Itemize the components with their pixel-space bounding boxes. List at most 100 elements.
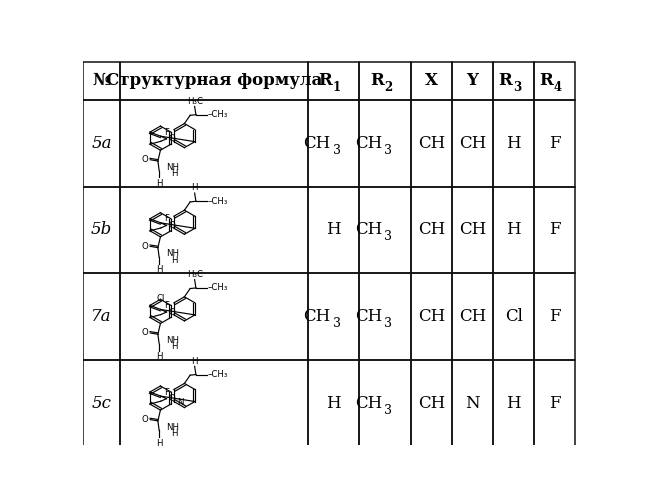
Text: –CH₃: –CH₃ <box>207 370 228 379</box>
Bar <box>535 274 576 360</box>
Bar <box>308 186 359 274</box>
Text: 5a: 5a <box>91 135 112 152</box>
Bar <box>120 274 308 360</box>
Text: F: F <box>164 301 169 310</box>
Text: F: F <box>549 222 560 238</box>
Text: CH: CH <box>459 308 486 325</box>
Bar <box>359 274 411 360</box>
Text: CH: CH <box>418 222 445 238</box>
Bar <box>535 62 576 100</box>
Text: 5b: 5b <box>91 222 112 238</box>
Bar <box>308 360 359 446</box>
Text: 3: 3 <box>333 317 341 330</box>
Text: 3: 3 <box>384 317 392 330</box>
Bar <box>359 62 411 100</box>
Text: F: F <box>164 388 169 396</box>
Text: H: H <box>156 352 163 361</box>
Text: H: H <box>191 184 198 192</box>
Text: H: H <box>326 222 341 238</box>
Text: Структурная формула: Структурная формула <box>106 72 322 90</box>
Text: CH: CH <box>355 308 382 325</box>
Bar <box>120 186 308 274</box>
Text: Cl: Cl <box>157 294 165 302</box>
Text: CH: CH <box>355 394 382 411</box>
Text: 3: 3 <box>384 144 392 157</box>
Text: 3: 3 <box>384 230 392 243</box>
Text: CH: CH <box>418 394 445 411</box>
Bar <box>535 100 576 186</box>
Text: H: H <box>156 438 163 448</box>
Text: H: H <box>171 256 178 264</box>
Text: O: O <box>169 308 175 316</box>
Text: NH: NH <box>166 163 179 172</box>
Text: H: H <box>191 356 198 366</box>
Text: R: R <box>318 72 332 90</box>
Text: O: O <box>169 394 175 403</box>
Text: CH: CH <box>418 135 445 152</box>
Text: H: H <box>171 169 178 178</box>
Text: O: O <box>142 328 149 338</box>
Text: 5c: 5c <box>92 394 112 411</box>
Text: H: H <box>156 266 163 274</box>
Bar <box>120 100 308 186</box>
Text: №: № <box>92 72 111 90</box>
Text: 3: 3 <box>513 81 521 94</box>
Bar <box>411 360 452 446</box>
Text: 3: 3 <box>384 404 392 416</box>
Text: H: H <box>156 179 163 188</box>
Bar <box>535 186 576 274</box>
Text: X: X <box>425 72 438 90</box>
Text: H₃C: H₃C <box>187 97 203 106</box>
Bar <box>452 62 493 100</box>
Text: R: R <box>370 72 384 90</box>
Bar <box>83 186 120 274</box>
Text: O: O <box>142 242 149 251</box>
Text: H: H <box>171 342 178 351</box>
Bar <box>83 62 120 100</box>
Text: CH: CH <box>459 135 486 152</box>
Text: O: O <box>142 155 149 164</box>
Text: CH: CH <box>355 135 382 152</box>
Text: F: F <box>549 308 560 325</box>
Bar <box>452 100 493 186</box>
Bar <box>359 186 411 274</box>
Bar <box>452 360 493 446</box>
Bar <box>308 100 359 186</box>
Text: H: H <box>326 394 341 411</box>
Text: H: H <box>507 394 521 411</box>
Text: R: R <box>540 72 553 90</box>
Text: CH: CH <box>418 308 445 325</box>
Bar <box>83 100 120 186</box>
Text: –CH₃: –CH₃ <box>207 284 228 292</box>
Bar <box>120 62 308 100</box>
Text: H: H <box>507 222 521 238</box>
Bar <box>83 274 120 360</box>
Text: CH: CH <box>459 222 486 238</box>
Bar <box>308 62 359 100</box>
Bar <box>411 186 452 274</box>
Bar <box>452 186 493 274</box>
Text: CH: CH <box>303 308 331 325</box>
Text: F: F <box>549 394 560 411</box>
Text: H₃C: H₃C <box>187 270 203 279</box>
Text: 7a: 7a <box>91 308 112 325</box>
Bar <box>83 360 120 446</box>
Text: F: F <box>164 128 169 136</box>
Bar <box>493 274 535 360</box>
Text: NH: NH <box>166 336 179 345</box>
Bar <box>411 62 452 100</box>
Text: 1: 1 <box>333 81 341 94</box>
Text: CH: CH <box>355 222 382 238</box>
Text: –CH₃: –CH₃ <box>207 197 228 206</box>
Text: H: H <box>507 135 521 152</box>
Text: O: O <box>142 415 149 424</box>
Bar <box>493 62 535 100</box>
Text: CH: CH <box>303 135 331 152</box>
Text: Y: Y <box>467 72 479 90</box>
Bar <box>411 274 452 360</box>
Bar <box>493 186 535 274</box>
Text: 4: 4 <box>554 81 562 94</box>
Text: N: N <box>465 394 480 411</box>
Text: 3: 3 <box>333 144 341 157</box>
Bar <box>308 274 359 360</box>
